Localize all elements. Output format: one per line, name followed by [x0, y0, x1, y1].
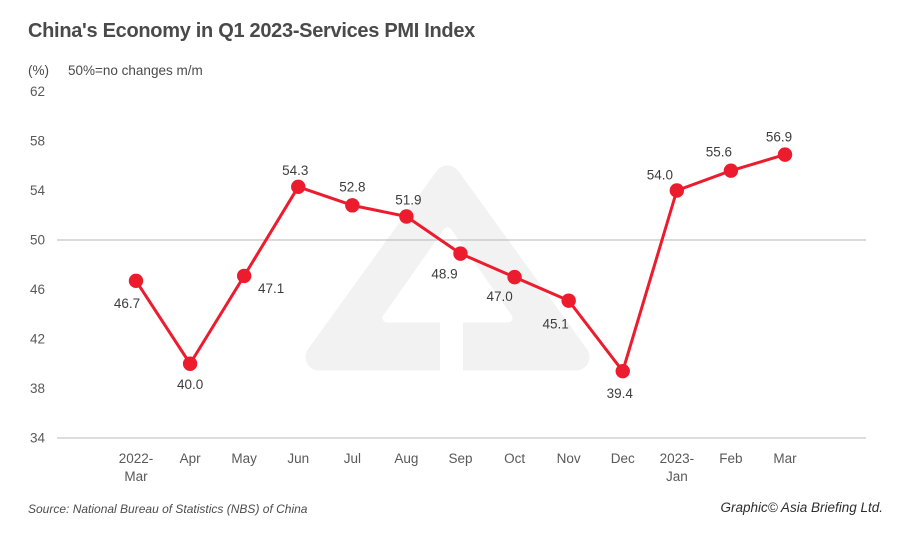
- x-tick-label: Jun: [287, 451, 309, 466]
- x-tick-label: Dec: [611, 451, 635, 466]
- y-tick-label: 54: [30, 183, 46, 198]
- y-axis-unit-label: (%): [28, 63, 49, 78]
- data-point: [723, 163, 739, 178]
- data-point: [128, 273, 144, 289]
- y-tick-label: 62: [30, 84, 45, 99]
- x-tick-label: Mar: [773, 451, 797, 466]
- x-tick-label: 2022-: [119, 451, 154, 466]
- chart-title: China's Economy in Q1 2023-Services PMI …: [28, 20, 475, 42]
- watermark-shape: [382, 227, 513, 323]
- y-tick-label: 58: [30, 134, 45, 149]
- y-tick-label: 46: [30, 282, 45, 297]
- x-tick-label: Mar: [124, 469, 148, 484]
- data-point: [777, 147, 793, 162]
- x-tick-label: 2023-: [660, 451, 695, 466]
- x-tick-label: Jan: [666, 469, 688, 484]
- y-tick-label: 50: [30, 233, 45, 248]
- data-point: [182, 356, 198, 371]
- data-point-label: 46.7: [114, 296, 140, 311]
- data-point: [291, 179, 306, 194]
- data-point-label: 51.9: [395, 192, 421, 207]
- data-point: [453, 246, 468, 261]
- data-point-label: 45.1: [543, 317, 569, 332]
- data-point-label: 40.0: [177, 377, 203, 392]
- data-point-label: 48.9: [431, 267, 457, 282]
- watermark-asia-briefing-mountain-logo: [305, 165, 590, 372]
- credit-note: Graphic© Asia Briefing Ltd.: [720, 500, 883, 515]
- chart-subtitle: 50%=no changes m/m: [68, 63, 203, 78]
- x-tick-label: Feb: [719, 451, 742, 466]
- data-point: [615, 363, 630, 379]
- data-point-label: 47.0: [486, 289, 512, 304]
- data-point-label: 56.9: [766, 130, 792, 145]
- watermark-shape: [440, 320, 463, 372]
- data-point: [399, 209, 414, 224]
- data-point-label: 55.6: [706, 145, 732, 160]
- data-point: [236, 268, 252, 284]
- source-note: Source: National Bureau of Statistics (N…: [28, 502, 308, 516]
- data-point-label: 47.1: [258, 281, 284, 296]
- x-tick-label: Apr: [180, 451, 202, 466]
- data-point-label: 39.4: [607, 386, 634, 401]
- x-tick-label: May: [231, 451, 257, 466]
- x-tick-label: Oct: [504, 451, 525, 466]
- x-tick-label: Aug: [394, 451, 418, 466]
- data-point: [561, 293, 576, 308]
- y-tick-label: 38: [30, 381, 45, 396]
- x-tick-label: Nov: [557, 451, 581, 466]
- data-point-label: 54.0: [647, 168, 673, 183]
- x-tick-label: Jul: [344, 451, 361, 466]
- data-point: [345, 198, 360, 213]
- y-tick-label: 34: [30, 431, 46, 446]
- data-point: [507, 269, 522, 285]
- data-point-label: 52.8: [339, 179, 365, 194]
- data-point: [669, 183, 685, 198]
- x-tick-label: Sep: [448, 451, 472, 466]
- data-point-label: 54.3: [282, 163, 308, 178]
- y-tick-label: 42: [30, 332, 45, 347]
